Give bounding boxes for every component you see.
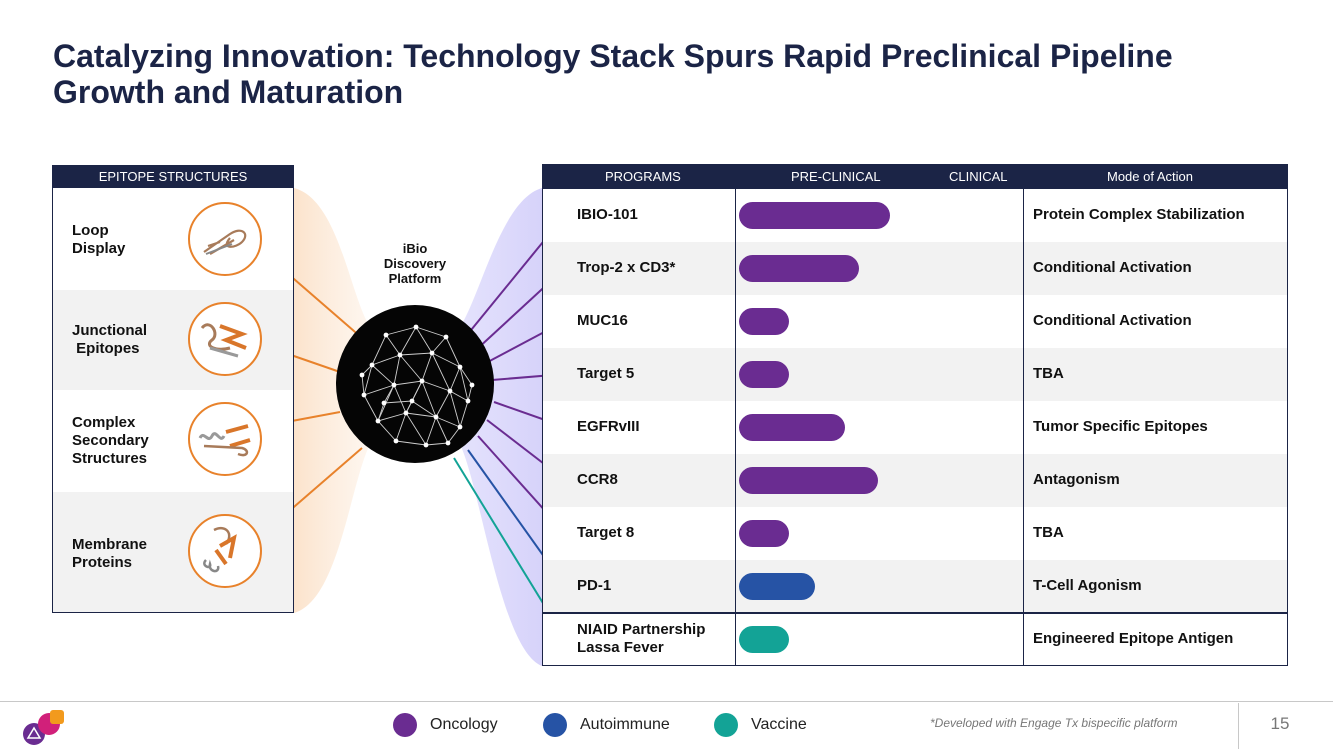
program-name: NIAID Partnership Lassa Fever <box>577 621 706 656</box>
program-progress-bar <box>739 414 845 441</box>
program-row: NIAID Partnership Lassa Fever Engineered … <box>543 613 1287 666</box>
epitope-row-complex: Complex Secondary Structures <box>53 390 293 492</box>
network-sphere-icon <box>336 305 494 463</box>
column-divider <box>1023 165 1024 665</box>
ibio-logo-icon <box>23 710 64 745</box>
program-mode-of-action: TBA <box>1033 365 1064 382</box>
program-row: PD-1 T-Cell Agonism <box>543 560 1287 613</box>
epitope-label: Junctional Epitopes <box>72 322 148 357</box>
program-row: Trop-2 x CD3* Conditional Activation <box>543 242 1287 295</box>
legend-dot <box>714 713 738 737</box>
program-progress-bar <box>739 361 789 388</box>
program-row: EGFRvIII Tumor Specific Epitopes <box>543 401 1287 454</box>
epitope-structures-header: EPITOPE STRUCTURES <box>53 166 293 188</box>
program-mode-of-action: Conditional Activation <box>1033 312 1192 329</box>
page-number: 15 <box>1270 714 1290 733</box>
program-mode-of-action: Engineered Epitope Antigen <box>1033 630 1234 647</box>
program-row: IBIO-101 Protein Complex Stabilization <box>543 189 1287 242</box>
header-programs: PROGRAMS <box>605 169 681 184</box>
complex-protein-icon <box>188 402 262 476</box>
left-funnel <box>294 188 372 613</box>
loop-protein-icon <box>188 202 262 276</box>
legend-dot <box>543 713 567 737</box>
program-progress-bar <box>739 626 789 653</box>
program-mode-of-action: TBA <box>1033 524 1064 541</box>
program-mode-of-action: Protein Complex Stabilization <box>1033 206 1245 223</box>
header-mode-of-action: Mode of Action <box>1107 169 1193 184</box>
program-name: MUC16 <box>577 312 628 329</box>
epitope-row-loop-display: Loop Display <box>53 188 293 290</box>
program-mode-of-action: Tumor Specific Epitopes <box>1033 418 1208 435</box>
programs-table: PROGRAMS PRE-CLINICAL CLINICAL Mode of A… <box>542 164 1288 666</box>
program-name: IBIO-101 <box>577 206 638 223</box>
program-mode-of-action: Antagonism <box>1033 471 1120 488</box>
membrane-protein-icon <box>188 514 262 588</box>
program-row: Target 8 TBA <box>543 507 1287 560</box>
program-name: Target 5 <box>577 365 635 382</box>
program-progress-bar <box>739 255 859 282</box>
legend-dot <box>393 713 417 737</box>
vaccine-separator <box>543 612 1287 614</box>
program-name: Trop-2 x CD3* <box>577 259 676 276</box>
platform-label: iBio Discovery Platform <box>383 241 447 286</box>
column-divider <box>735 165 736 665</box>
epitope-row-junctional: Junctional Epitopes <box>53 290 293 390</box>
program-name: CCR8 <box>577 471 618 488</box>
legend-label: Oncology <box>430 716 498 733</box>
program-name: EGFRvIII <box>577 418 640 435</box>
program-mode-of-action: T-Cell Agonism <box>1033 577 1142 594</box>
epitope-row-membrane: Membrane Proteins <box>53 492 293 612</box>
program-progress-bar <box>739 202 890 229</box>
program-progress-bar <box>739 308 789 335</box>
page-title: Catalyzing Innovation: Technology Stack … <box>53 38 1173 110</box>
program-mode-of-action: Conditional Activation <box>1033 259 1192 276</box>
program-row: MUC16 Conditional Activation <box>543 295 1287 348</box>
epitope-label: Complex Secondary Structures <box>72 414 149 467</box>
program-progress-bar <box>739 573 815 600</box>
header-clinical: CLINICAL <box>949 169 1008 184</box>
program-row: CCR8 Antagonism <box>543 454 1287 507</box>
legend-label: Vaccine <box>751 716 807 733</box>
program-progress-bar <box>739 467 878 494</box>
junctional-protein-icon <box>188 302 262 376</box>
program-name: Target 8 <box>577 524 635 541</box>
programs-table-header: PROGRAMS PRE-CLINICAL CLINICAL Mode of A… <box>543 165 1287 189</box>
header-preclinical: PRE-CLINICAL <box>791 169 881 184</box>
epitope-structures-panel: EPITOPE STRUCTURES Loop Display Junction… <box>52 165 294 613</box>
legend-label: Autoimmune <box>580 716 670 733</box>
program-row: Target 5 TBA <box>543 348 1287 401</box>
program-progress-bar <box>739 520 789 547</box>
footnote: *Developed with Engage Tx bispecific pla… <box>930 716 1178 730</box>
program-name: PD-1 <box>577 577 612 594</box>
footer-divider <box>0 701 1333 702</box>
epitope-label: Membrane Proteins <box>72 536 148 571</box>
footer-divider-vertical <box>1238 703 1239 749</box>
epitope-label: Loop Display <box>72 222 126 257</box>
